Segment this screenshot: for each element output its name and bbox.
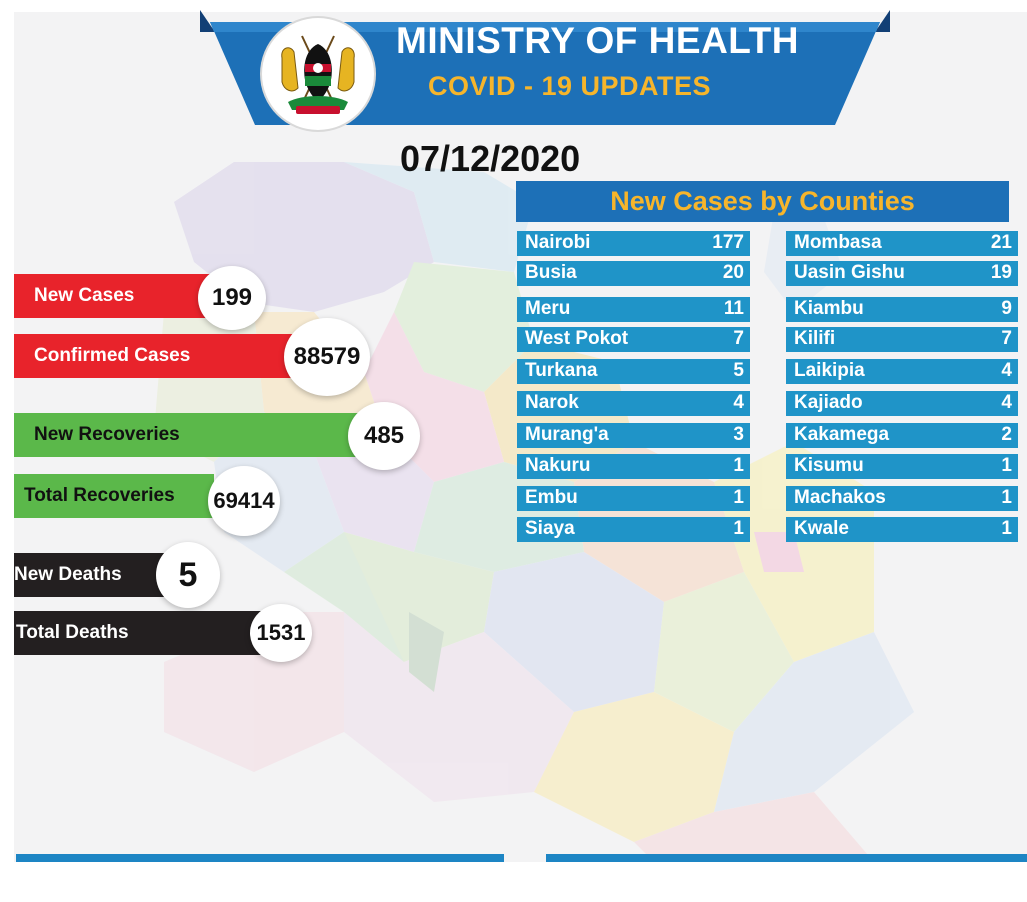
total-recoveries-bar: Total Recoveries <box>14 474 214 518</box>
new-deaths-value: 5 <box>156 542 220 608</box>
county-row: Narok 4 <box>517 391 750 416</box>
new-recoveries-bar: New Recoveries <box>14 413 364 457</box>
county-row: Kajiado 4 <box>786 391 1018 416</box>
county-new-cases: 4 <box>1001 392 1012 413</box>
county-name: Narok <box>525 392 579 413</box>
county-name: Siaya <box>525 518 575 539</box>
county-new-cases: 9 <box>1001 298 1012 319</box>
county-new-cases: 1 <box>733 518 744 539</box>
county-row: Kisumu 1 <box>786 454 1018 479</box>
county-name: Laikipia <box>794 360 865 381</box>
confirmed-cases-bar: Confirmed Cases <box>14 334 304 378</box>
county-row: Embu 1 <box>517 486 750 511</box>
county-name: Kakamega <box>794 424 890 445</box>
total-deaths-bar: Total Deaths <box>14 611 264 655</box>
new-deaths-bar: New Deaths <box>14 553 164 597</box>
county-row: Nakuru 1 <box>517 454 750 479</box>
county-row: Kakamega 2 <box>786 423 1018 448</box>
counties-table-header: New Cases by Counties <box>516 181 1009 222</box>
county-new-cases: 19 <box>990 262 1012 283</box>
new-recoveries-value: 485 <box>348 402 420 470</box>
county-new-cases: 1 <box>1001 487 1012 508</box>
county-row: Kwale 1 <box>786 517 1018 542</box>
county-name: Meru <box>525 298 571 319</box>
county-new-cases: 11 <box>723 298 744 319</box>
new-deaths-label: New Deaths <box>14 564 122 585</box>
county-new-cases: 20 <box>722 262 744 283</box>
total-deaths-value: 1531 <box>250 604 312 662</box>
county-row: Mombasa 21 <box>786 231 1018 256</box>
county-name: Mombasa <box>794 232 882 253</box>
county-new-cases: 3 <box>733 424 744 445</box>
county-name: Murang'a <box>525 424 609 445</box>
county-new-cases: 1 <box>733 455 744 476</box>
county-name: Kwale <box>794 518 849 539</box>
bottom-strip-left <box>16 854 504 862</box>
county-name: Kisumu <box>794 455 864 476</box>
county-new-cases: 7 <box>1001 328 1012 349</box>
county-name: Nakuru <box>525 455 591 476</box>
new-cases-label: New Cases <box>34 285 135 306</box>
county-row: Siaya 1 <box>517 517 750 542</box>
county-row: Nairobi 177 <box>517 231 750 256</box>
county-row: Uasin Gishu 19 <box>786 261 1018 286</box>
county-name: West Pokot <box>525 328 629 349</box>
page-title: MINISTRY OF HEALTH <box>396 20 799 61</box>
new-cases-bar: New Cases <box>14 274 214 318</box>
page-subtitle: COVID - 19 UPDATES <box>428 71 712 101</box>
county-new-cases: 177 <box>712 232 744 253</box>
county-row: Machakos 1 <box>786 486 1018 511</box>
county-name: Kajiado <box>794 392 863 413</box>
header-banner <box>200 10 890 125</box>
county-new-cases: 4 <box>1001 360 1012 381</box>
confirmed-cases-label: Confirmed Cases <box>34 345 191 366</box>
county-row: Busia 20 <box>517 261 750 286</box>
county-new-cases: 1 <box>733 487 744 508</box>
county-new-cases: 7 <box>733 328 744 349</box>
total-deaths-label: Total Deaths <box>16 622 129 643</box>
county-name: Turkana <box>525 360 598 381</box>
county-name: Embu <box>525 487 578 508</box>
county-row: Murang'a 3 <box>517 423 750 448</box>
county-new-cases: 2 <box>1001 424 1012 445</box>
county-row: Meru 11 <box>517 297 750 322</box>
county-new-cases: 1 <box>1001 455 1012 476</box>
county-name: Nairobi <box>525 232 591 253</box>
new-cases-value: 199 <box>198 266 266 330</box>
county-new-cases: 21 <box>990 232 1012 253</box>
county-new-cases: 4 <box>733 392 744 413</box>
total-recoveries-label: Total Recoveries <box>24 485 175 506</box>
banner-shape <box>200 10 890 125</box>
county-row: West Pokot 7 <box>517 327 750 352</box>
total-recoveries-value: 69414 <box>208 466 280 536</box>
county-name: Uasin Gishu <box>794 262 905 283</box>
county-name: Machakos <box>794 487 886 508</box>
report-date: 07/12/2020 <box>400 138 581 179</box>
kenya-coat-of-arms-logo <box>262 18 374 130</box>
confirmed-cases-value: 88579 <box>284 318 370 396</box>
county-row: Turkana 5 <box>517 359 750 384</box>
county-new-cases: 1 <box>1001 518 1012 539</box>
county-row: Kilifi 7 <box>786 327 1018 352</box>
county-row: Laikipia 4 <box>786 359 1018 384</box>
county-new-cases: 5 <box>733 360 744 381</box>
county-name: Busia <box>525 262 577 283</box>
county-name: Kilifi <box>794 328 836 349</box>
county-row: Kiambu 9 <box>786 297 1018 322</box>
bottom-strip-right <box>546 854 1027 862</box>
new-recoveries-label: New Recoveries <box>34 424 180 445</box>
county-name: Kiambu <box>794 298 864 319</box>
